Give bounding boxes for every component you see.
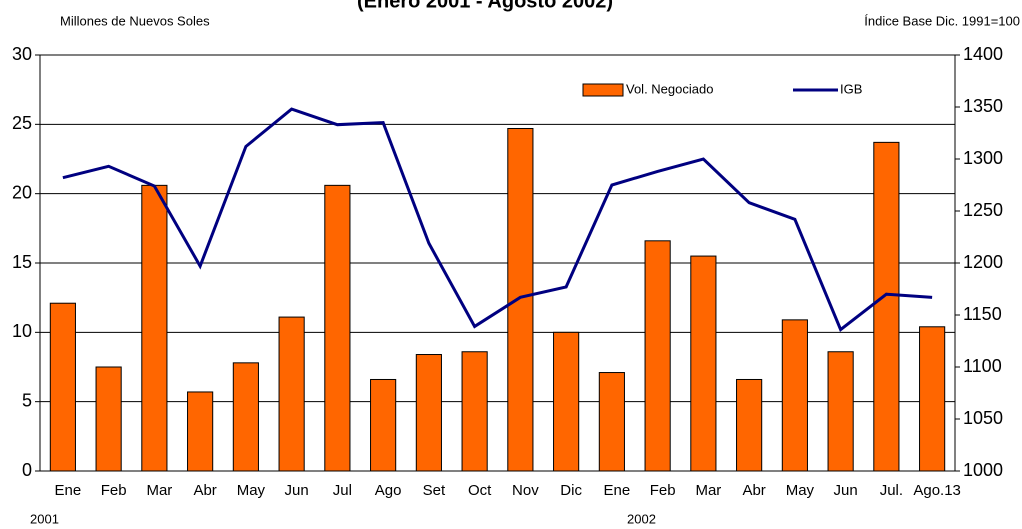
x-tick-label: Ago	[375, 482, 402, 499]
bar	[95, 366, 122, 472]
legend-label: Vol. Negociado	[626, 81, 713, 96]
y2-tick-label: 1350	[963, 96, 1003, 116]
y-tick-label: 30	[12, 44, 32, 64]
y-tick-label: 15	[12, 252, 32, 272]
x-tick-label: Feb	[101, 482, 127, 499]
y-tick-label: 10	[12, 321, 32, 341]
x-tick-label: Oct	[468, 482, 492, 499]
y2-tick-label: 1300	[963, 148, 1003, 168]
y-tick-label: 25	[12, 113, 32, 133]
x-tick-label: Ago.13	[913, 482, 961, 499]
line	[62, 107, 933, 332]
x-tick-label: Abr	[193, 482, 216, 499]
x-tick-label: Jul	[333, 482, 352, 499]
bar	[49, 302, 76, 472]
legend-label: IGB	[840, 81, 862, 96]
bar	[415, 354, 442, 472]
bar	[827, 351, 854, 472]
bar	[873, 141, 900, 472]
bar	[598, 372, 625, 472]
year-label: 2002	[627, 511, 656, 526]
bar	[278, 316, 305, 472]
x-tick-label: Nov	[512, 482, 539, 499]
x-tick-label: Jun	[834, 482, 858, 499]
x-tick-label: Jul.	[880, 482, 903, 499]
bar	[507, 127, 534, 472]
bar	[919, 326, 946, 472]
bar	[187, 391, 214, 472]
x-tick-label: Mar	[146, 482, 172, 499]
y-tick-label: 0	[22, 460, 32, 480]
y2-tick-label: 1050	[963, 408, 1003, 428]
legend-swatch	[582, 83, 624, 97]
bar	[324, 184, 351, 472]
x-tick-label: Set	[423, 482, 446, 499]
x-tick-label: Feb	[650, 482, 676, 499]
y2-tick-label: 1200	[963, 252, 1003, 272]
y2-axis-label: Índice Base Dic. 1991=100	[864, 13, 1020, 28]
y2-tick-label: 1400	[963, 44, 1003, 64]
bar	[690, 255, 717, 472]
x-tick-label: May	[786, 482, 815, 499]
bar	[141, 184, 168, 472]
y2-tick-label: 1000	[963, 460, 1003, 480]
x-tick-label: Jun	[285, 482, 309, 499]
bar	[644, 240, 671, 472]
bar	[781, 319, 808, 472]
bar	[461, 351, 488, 472]
bar	[736, 378, 763, 472]
bar	[370, 378, 397, 472]
y2-tick-label: 1100	[963, 356, 1002, 376]
y-tick-label: 20	[12, 182, 32, 202]
x-tick-label: May	[237, 482, 266, 499]
bar	[232, 362, 259, 472]
x-tick-label: Dic	[560, 482, 582, 499]
y2-tick-label: 1150	[963, 304, 1002, 324]
x-tick-label: Mar	[695, 482, 721, 499]
x-tick-label: Ene	[55, 482, 82, 499]
x-tick-label: Ene	[604, 482, 631, 499]
y-axis-label: Millones de Nuevos Soles	[60, 13, 210, 28]
y2-tick-label: 1250	[963, 200, 1003, 220]
y-tick-label: 5	[22, 390, 32, 410]
year-label: 2001	[30, 511, 59, 526]
bar	[553, 331, 580, 472]
chart-title: (Enero 2001 - Agosto 2002)	[357, 0, 613, 12]
x-tick-label: Abr	[742, 482, 765, 499]
